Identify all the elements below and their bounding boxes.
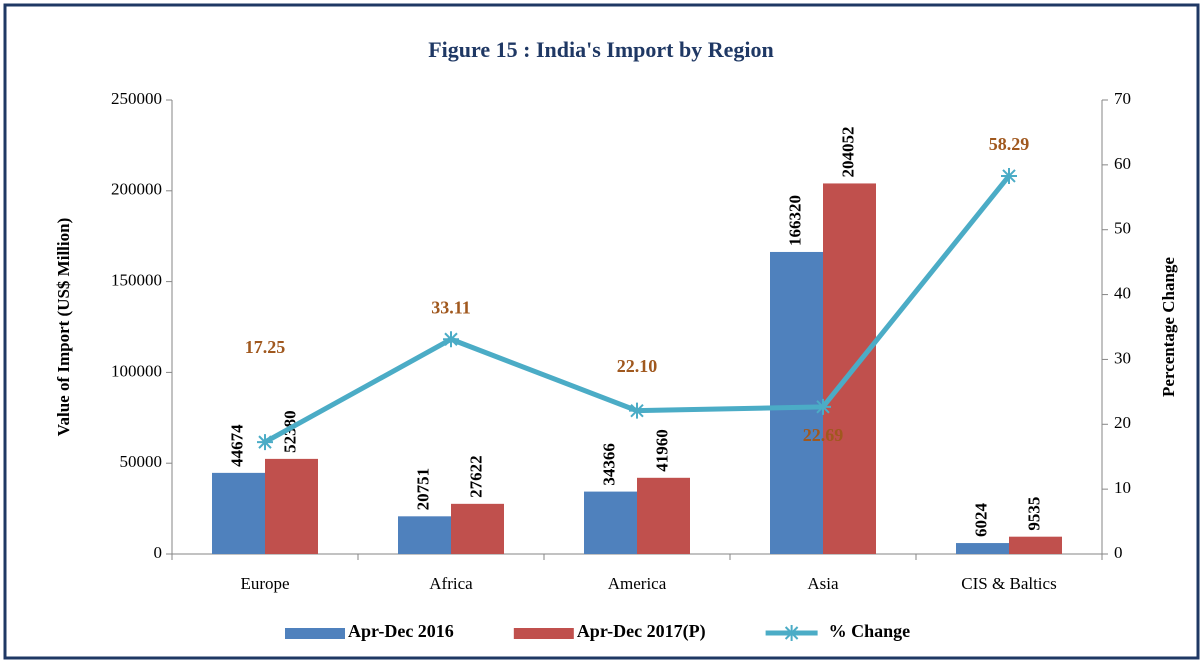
bar (265, 458, 318, 554)
legend-marker (783, 625, 800, 641)
y2-tick-label: 30 (1114, 348, 1131, 367)
x-tick-label: Europe (240, 574, 289, 593)
y2-tick-label: 50 (1114, 219, 1131, 238)
x-tick-label: Africa (429, 574, 473, 593)
bar (770, 251, 823, 554)
y-tick-label: 200000 (111, 180, 162, 199)
marker (815, 398, 831, 415)
y-tick-label: 50000 (120, 452, 163, 471)
bar (584, 491, 637, 554)
x-tick-label: CIS & Baltics (961, 574, 1056, 593)
line-label: 22.69 (803, 425, 844, 445)
legend-swatch (285, 628, 345, 639)
y-tick-label: 250000 (111, 89, 162, 108)
bar-label: 9535 (1024, 497, 1043, 531)
legend-label: Apr-Dec 2016 (348, 621, 454, 641)
bar-label: 44674 (227, 424, 246, 467)
marker (1001, 167, 1017, 184)
bar-label: 52380 (280, 410, 299, 453)
bar (398, 516, 451, 554)
frame (3, 3, 1200, 660)
y-axis-label: Value of Import (US$ Million) (54, 218, 73, 437)
x-tick-label: Asia (807, 574, 839, 593)
y-tick-label: 150000 (111, 271, 162, 290)
y2-tick-label: 20 (1114, 413, 1131, 432)
bar (1009, 536, 1062, 554)
line-label: 17.25 (245, 337, 286, 357)
x-tick-label: America (608, 574, 667, 593)
y2-axis-label: Percentage Change (1159, 257, 1178, 397)
y-tick-label: 100000 (111, 361, 162, 380)
line-label: 58.29 (989, 134, 1030, 154)
line-label: 22.10 (617, 356, 658, 376)
legend-label: Apr-Dec 2017(P) (577, 621, 706, 642)
y-tick-label: 0 (154, 543, 163, 562)
y2-tick-label: 40 (1114, 283, 1131, 302)
y2-tick-label: 70 (1114, 89, 1131, 108)
bar-label: 6024 (971, 503, 990, 538)
bar-label: 27622 (466, 455, 485, 498)
y2-tick-label: 60 (1114, 154, 1131, 173)
legend-swatch (513, 628, 574, 639)
bar-label: 166320 (785, 195, 804, 246)
bar-label: 34366 (599, 443, 618, 486)
bar (956, 543, 1009, 554)
bar-label: 20751 (413, 468, 432, 511)
line-label: 33.11 (431, 297, 471, 317)
marker (629, 402, 645, 419)
marker (443, 331, 459, 348)
y2-tick-label: 10 (1114, 478, 1131, 497)
bar (823, 183, 876, 554)
bar-label: 41960 (652, 429, 671, 472)
bar-label: 204052 (838, 126, 857, 177)
legend-label: % Change (829, 621, 911, 641)
y2-tick-label: 0 (1114, 543, 1123, 562)
chart-title: Figure 15 : India's Import by Region (428, 37, 774, 62)
bar (451, 503, 504, 554)
marker (257, 434, 273, 451)
bar (212, 472, 265, 554)
bar (637, 477, 690, 554)
